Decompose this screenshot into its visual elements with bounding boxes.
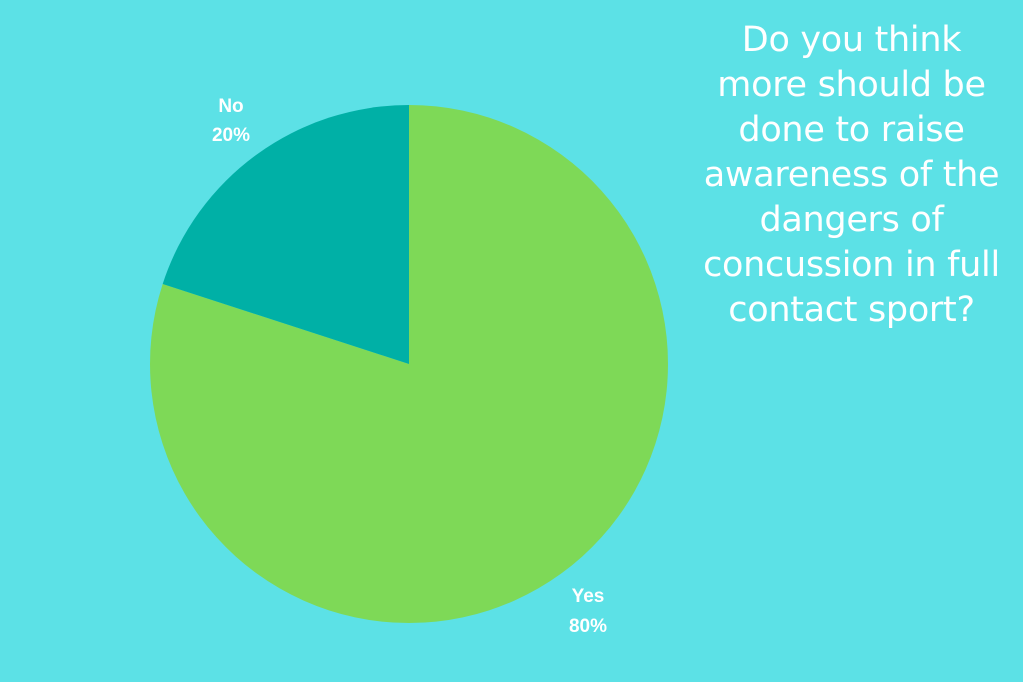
slice-label-no-name: No [218,96,243,117]
chart-title-line-4: awareness of the [703,155,1000,195]
chart-title-line-7: contact sport? [728,290,975,330]
chart-title: Do you think more should be done to rais… [680,18,1023,333]
pie-chart: Yes 80% No 20% [150,96,669,637]
chart-title-line-1: Do you think [741,20,962,60]
slice-label-no-value: 20% [212,125,250,146]
slice-label-yes-name: Yes [572,586,605,607]
chart-title-line-6: concussion in full [703,245,1000,285]
slice-label-yes-value: 80% [569,616,607,637]
chart-title-line-3: done to raise [738,110,965,150]
slice-label-no: No 20% [212,96,250,146]
slice-label-yes: Yes 80% [569,586,607,637]
pie-slices [150,105,669,623]
pie-slice-yes [150,105,669,623]
chart-title-line-2: more should be [717,65,986,105]
pie-slice-no [162,105,409,364]
chart-title-line-5: dangers of [759,200,944,240]
